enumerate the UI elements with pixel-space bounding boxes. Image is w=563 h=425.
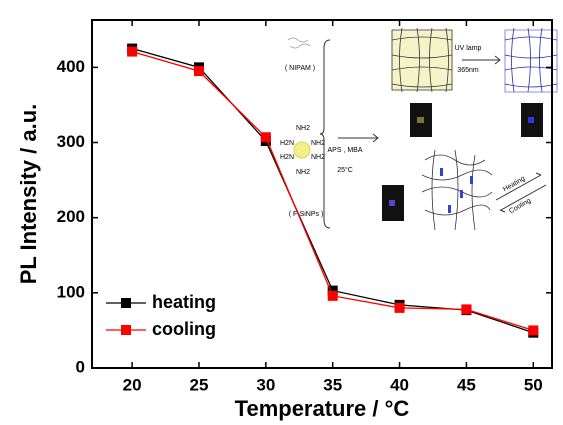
inset-label: ( NIPAM ) <box>285 65 315 72</box>
legend-label: heating <box>152 292 216 312</box>
x-tick-label: 50 <box>524 375 543 394</box>
chart: 20 25 30 35 40 45 50 0 100 200 300 400 Temperature /… <box>0 0 563 425</box>
data-point <box>261 132 271 142</box>
y-tick-label: 400 <box>57 57 85 76</box>
inset-label: ( F-SiNPs ) <box>289 211 324 218</box>
inset-label: H2N <box>280 140 294 147</box>
legend-label: cooling <box>152 319 216 339</box>
inset-label: APS , MBA <box>327 147 362 154</box>
y-tick-label: 300 <box>57 132 85 151</box>
inset-label: 25°C <box>337 166 353 174</box>
x-tick-label: 30 <box>256 375 275 394</box>
inset-label: NH2 <box>311 140 325 147</box>
data-point <box>194 66 204 76</box>
x-tick-label: 20 <box>123 375 142 394</box>
data-point <box>328 291 338 301</box>
y-tick-label: 0 <box>76 357 85 376</box>
inset-schematic <box>288 28 557 230</box>
data-point <box>127 47 137 57</box>
inset-label: NH2 <box>296 125 310 132</box>
x-tick-label: 45 <box>457 375 476 394</box>
inset-label: Cooling <box>508 197 532 215</box>
data-point <box>395 303 405 313</box>
inset-label: 365nm <box>457 67 479 74</box>
inset-label: NH2 <box>311 154 325 161</box>
y-tick-label: 200 <box>57 207 85 226</box>
inset-label: H2N <box>280 154 294 161</box>
x-tick-label: 25 <box>190 375 209 394</box>
x-tick-label: 40 <box>390 375 409 394</box>
y-tick-label: 100 <box>57 282 85 301</box>
x-axis-label: Temperature / °C <box>235 396 410 421</box>
data-point <box>528 325 538 335</box>
inset-label: NH2 <box>296 169 310 176</box>
inset-label: Heating <box>502 175 526 193</box>
legend-marker <box>121 325 131 335</box>
x-tick-label: 35 <box>323 375 342 394</box>
inset-label: UV lamp <box>455 45 482 52</box>
legend-marker <box>121 298 131 308</box>
data-point <box>461 304 471 314</box>
y-axis-label: PL Intensity / a.u. <box>16 104 41 285</box>
